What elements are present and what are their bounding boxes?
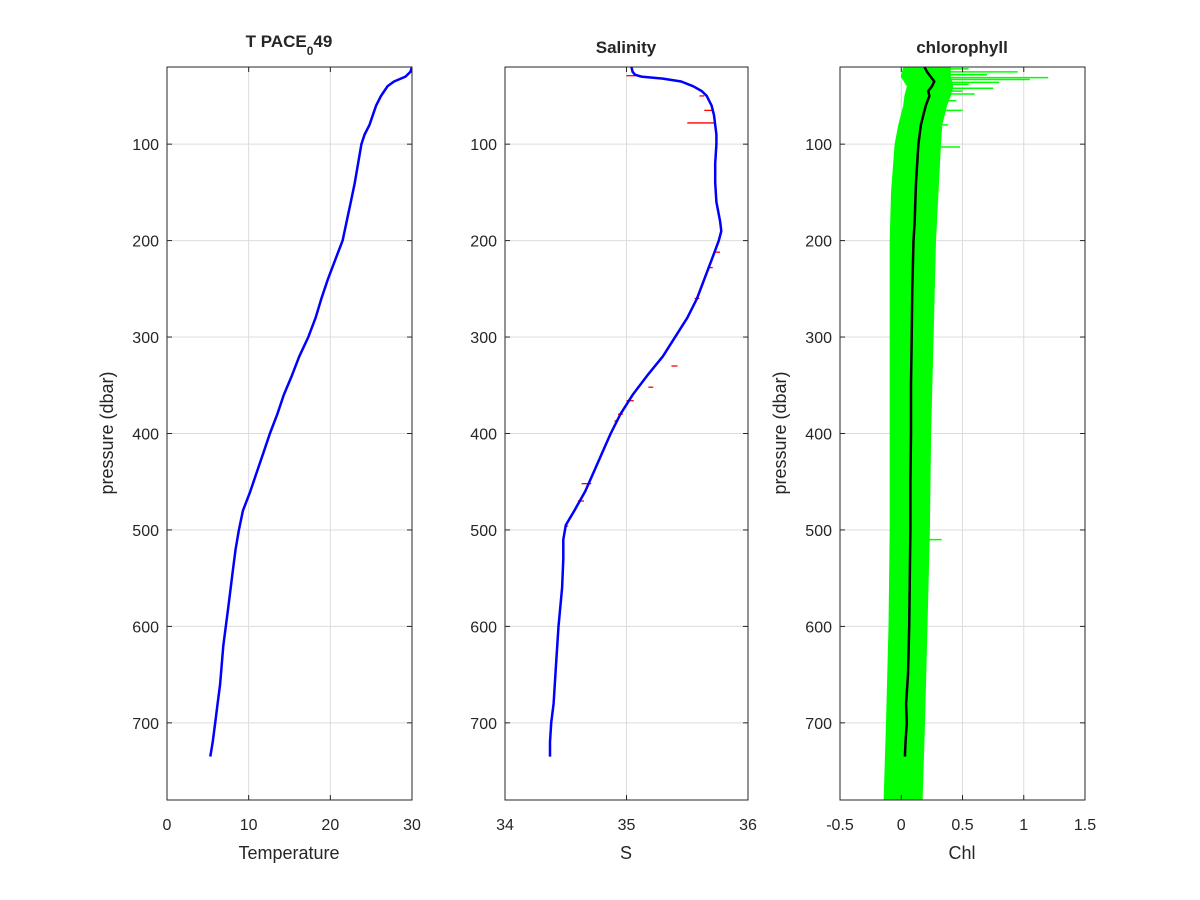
salinity-panel-title: Salinity: [596, 38, 657, 57]
temperature-y-tick-label: 700: [132, 716, 159, 733]
chlorophyll-x-axis-label: Chl: [948, 843, 975, 863]
temperature-panel-title: T PACE049: [246, 32, 333, 58]
salinity-x-tick-label: 35: [618, 817, 636, 834]
chlorophyll-x-tick-label: 0.5: [951, 817, 973, 834]
chlorophyll-y-tick-label: 200: [805, 234, 832, 251]
chlorophyll-x-tick-label: -0.5: [826, 817, 854, 834]
temperature-x-axis-label: Temperature: [238, 843, 339, 863]
temperature-panel: T PACE049 Temperature pressure (dbar) 0 1…: [97, 32, 421, 863]
temperature-y-axis-label: pressure (dbar): [97, 371, 117, 494]
chlorophyll-y-axis-label: pressure (dbar): [770, 371, 790, 494]
salinity-x-axis-label: S: [620, 843, 632, 863]
salinity-y-tick-label: 200: [470, 234, 497, 251]
chlorophyll-x-tick-label: 1.5: [1074, 817, 1096, 834]
chlorophyll-y-tick-label: 100: [805, 137, 832, 154]
chlorophyll-panel-title: chlorophyll: [916, 38, 1008, 57]
temperature-x-tick-label: 10: [240, 817, 258, 834]
chlorophyll-y-tick-label: 700: [805, 716, 832, 733]
salinity-x-tick-label: 34: [496, 817, 514, 834]
salinity-panel: Salinity S 34 35 36 100 200 300 400 500 600 700: [470, 38, 757, 863]
chlorophyll-x-tick-label: 0: [897, 817, 906, 834]
temperature-y-tick-label: 500: [132, 523, 159, 540]
salinity-plot-content: [548, 67, 723, 757]
chlorophyll-plot-content: [883, 67, 1049, 800]
temperature-series-line: [209, 67, 412, 757]
salinity-y-tick-label: 400: [470, 427, 497, 444]
salinity-x-tick-label: 36: [739, 817, 757, 834]
temperature-x-tick-label: 20: [321, 817, 339, 834]
chlorophyll-y-tick-label: 500: [805, 523, 832, 540]
salinity-y-tick-label: 100: [470, 137, 497, 154]
salinity-y-tick-label: 700: [470, 716, 497, 733]
temperature-y-tick-label: 100: [132, 137, 159, 154]
salinity-y-tick-label: 600: [470, 619, 497, 636]
chlorophyll-y-tick-label: 600: [805, 619, 832, 636]
temperature-x-tick-label: 0: [163, 817, 172, 834]
temperature-y-tick-label: 400: [132, 427, 159, 444]
chlorophyll-series-line: [903, 67, 936, 757]
chlorophyll-panel: chlorophyll Chl pressure (dbar) -0.5 0 0.5…: [770, 38, 1096, 863]
temperature-y-tick-label: 200: [132, 234, 159, 251]
temperature-x-tick-label: 30: [403, 817, 421, 834]
chlorophyll-x-tick-label: 1: [1019, 817, 1028, 834]
chlorophyll-y-tick-label: 400: [805, 427, 832, 444]
temperature-plot-content: [209, 67, 412, 757]
salinity-series-line: [548, 67, 723, 757]
salinity-y-tick-label: 500: [470, 523, 497, 540]
salinity-y-tick-label: 300: [470, 330, 497, 347]
temperature-y-tick-label: 600: [132, 619, 159, 636]
chlorophyll-y-tick-label: 300: [805, 330, 832, 347]
temperature-y-tick-label: 300: [132, 330, 159, 347]
